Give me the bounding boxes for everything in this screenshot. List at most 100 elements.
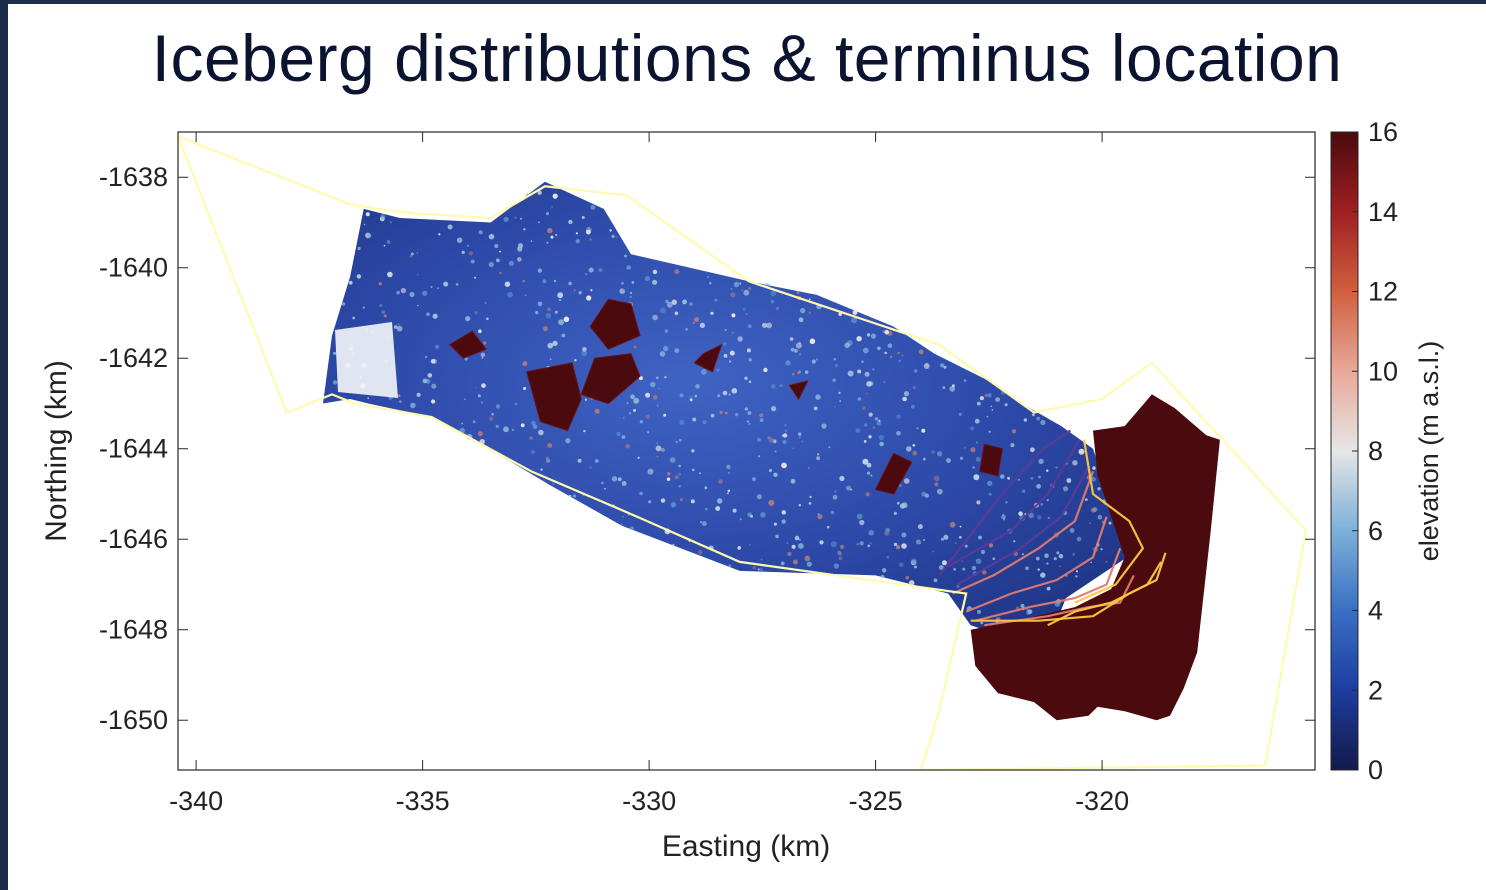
iceberg-speck (886, 555, 890, 559)
iceberg-speck (522, 361, 528, 367)
iceberg-speck (750, 514, 754, 518)
iceberg-speck (971, 565, 977, 571)
iceberg-speck (514, 402, 518, 406)
iceberg-speck (959, 525, 962, 528)
iceberg-speck (953, 568, 956, 571)
iceberg-speck (921, 428, 926, 433)
iceberg-speck (756, 494, 762, 500)
iceberg-speck (1076, 536, 1082, 542)
iceberg-speck (1046, 499, 1049, 502)
iceberg-speck (791, 544, 796, 549)
iceberg-speck (679, 393, 684, 398)
iceberg-speck (798, 342, 801, 345)
iceberg-speck (474, 311, 478, 315)
iceberg-speck (988, 543, 994, 548)
iceberg-speck (1013, 540, 1016, 543)
iceberg-speck (771, 406, 777, 412)
iceberg-speck (867, 471, 871, 475)
iceberg-speck (759, 413, 764, 418)
iceberg-speck (856, 513, 863, 520)
iceberg-speck (910, 404, 915, 409)
iceberg-speck (850, 488, 853, 491)
iceberg-speck (648, 500, 652, 504)
iceberg-speck (585, 273, 588, 276)
iceberg-speck (859, 519, 865, 526)
iceberg-speck (532, 424, 538, 430)
iceberg-speck (679, 498, 683, 502)
colorbar-tick-label: 14 (1368, 197, 1398, 227)
iceberg-speck (624, 254, 627, 258)
iceberg-speck (430, 286, 433, 288)
iceberg-speck (456, 237, 463, 243)
iceberg-speck (739, 282, 742, 285)
iceberg-speck (980, 549, 986, 555)
iceberg-speck (622, 416, 625, 419)
iceberg-speck (729, 360, 732, 363)
iceberg-speck (663, 413, 667, 417)
iceberg-speck (896, 545, 901, 550)
iceberg-speck (742, 307, 746, 311)
iceberg-speck (851, 317, 858, 324)
iceberg-speck (1105, 560, 1108, 563)
iceberg-speck (514, 216, 517, 219)
iceberg-speck (819, 540, 824, 545)
iceberg-speck (594, 459, 599, 463)
iceberg-speck (1040, 572, 1046, 578)
iceberg-speck (748, 423, 751, 425)
iceberg-speck (486, 317, 489, 321)
iceberg-speck (975, 441, 978, 444)
iceberg-speck (1044, 553, 1049, 558)
iceberg-speck (844, 342, 850, 349)
iceberg-speck (839, 400, 842, 402)
large-iceberg (979, 443, 1003, 477)
iceberg-speck (991, 409, 994, 411)
iceberg-speck (520, 217, 523, 220)
iceberg-speck (586, 295, 592, 301)
iceberg-speck (730, 292, 736, 298)
iceberg-speck (671, 299, 677, 305)
iceberg-speck (763, 367, 768, 373)
iceberg-speck (494, 243, 499, 249)
iceberg-speck (747, 411, 752, 415)
iceberg-speck (986, 415, 989, 418)
iceberg-speck (984, 393, 988, 398)
iceberg-speck (380, 214, 386, 220)
iceberg-speck (735, 412, 739, 417)
iceberg-speckles (332, 190, 1128, 625)
iceberg-speck (923, 457, 926, 461)
fjord-head-patch (335, 322, 398, 398)
iceberg-speck (1097, 515, 1103, 520)
iceberg-speck (976, 401, 981, 406)
iceberg-speck (857, 369, 862, 374)
iceberg-speck (901, 532, 907, 538)
iceberg-speck (523, 387, 527, 390)
iceberg-speck (896, 431, 901, 436)
iceberg-speck (792, 447, 795, 450)
iceberg-speck (748, 543, 751, 546)
large-iceberg (874, 452, 913, 495)
iceberg-speck (707, 276, 709, 278)
iceberg-speck (665, 299, 669, 304)
iceberg-speck (757, 437, 761, 442)
iceberg-speck (728, 393, 731, 396)
iceberg-speck (601, 481, 604, 485)
iceberg-speck (552, 482, 555, 486)
iceberg-speck (461, 250, 465, 254)
iceberg-speck (870, 333, 877, 339)
iceberg-speck (645, 414, 650, 419)
iceberg-speck (480, 352, 485, 357)
terminus-line (1074, 439, 1145, 604)
iceberg-speck (934, 482, 939, 487)
iceberg-speck (611, 476, 618, 482)
iceberg-speck (730, 287, 733, 290)
iceberg-speck (495, 424, 499, 429)
iceberg-speck (880, 574, 885, 579)
large-iceberg (448, 330, 487, 359)
iceberg-speck (938, 565, 944, 570)
iceberg-speck (798, 538, 801, 541)
study-boundary (178, 135, 1308, 770)
iceberg-speck (523, 228, 526, 231)
iceberg-speck (555, 233, 558, 237)
iceberg-speck (666, 477, 671, 481)
iceberg-speck (988, 430, 991, 433)
